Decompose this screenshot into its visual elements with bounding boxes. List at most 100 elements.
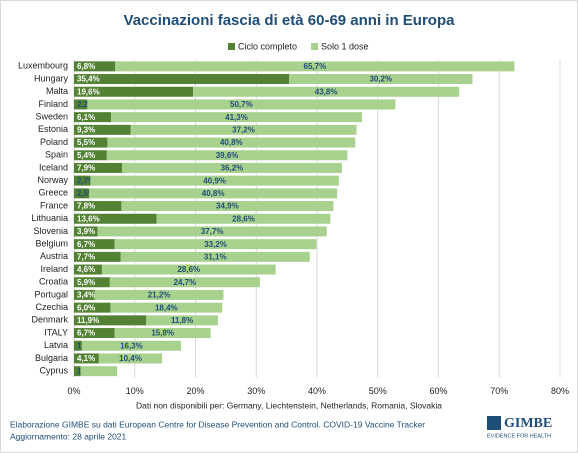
bar xyxy=(74,226,98,237)
value-label: 9,3% xyxy=(77,125,95,134)
bar xyxy=(193,86,460,97)
value-label: 37,7% xyxy=(201,227,224,236)
value-label: 16,3% xyxy=(120,341,143,350)
value-label: 24,7% xyxy=(174,278,197,287)
bar xyxy=(110,302,223,313)
value-label: 41,3% xyxy=(225,113,248,122)
bar xyxy=(107,137,356,148)
value-label: 30,2% xyxy=(369,75,392,84)
x-tick-label: 80% xyxy=(551,386,569,396)
bar xyxy=(111,112,362,123)
y-tick-label: Cyprus xyxy=(39,366,68,376)
value-label: 4,1% xyxy=(77,354,95,363)
value-label: 7,7% xyxy=(77,252,95,261)
y-tick-label: ITALY xyxy=(44,327,68,337)
value-label: 6,7% xyxy=(77,329,95,338)
bar xyxy=(90,175,339,186)
value-label: 6,8% xyxy=(77,62,95,71)
y-tick-label: Austria xyxy=(40,251,68,261)
x-tick-label: 40% xyxy=(308,386,326,396)
bar xyxy=(74,340,82,351)
value-label: 4,6% xyxy=(77,265,95,274)
y-tick-label: Luxembourg xyxy=(18,61,68,71)
y-tick-label: Bulgaria xyxy=(35,353,68,363)
bar xyxy=(74,137,108,148)
value-label: 34,9% xyxy=(216,202,239,211)
chart-title: Vaccinazioni fascia di età 60-69 anni in… xyxy=(124,12,456,29)
value-label: 28,6% xyxy=(177,265,200,274)
value-label: 40,8% xyxy=(202,189,225,198)
bar xyxy=(101,264,276,275)
bar xyxy=(74,251,121,262)
value-label: 15,8% xyxy=(151,329,174,338)
x-tick-label: 50% xyxy=(369,386,387,396)
x-tick-label: 10% xyxy=(126,386,144,396)
updated: Aggiornamento: 28 aprile 2021 xyxy=(10,431,127,441)
bar xyxy=(74,150,107,161)
value-label: 5,4% xyxy=(77,151,95,160)
value-label: 50,7% xyxy=(230,100,253,109)
bar xyxy=(130,124,357,135)
value-label: 5,5% xyxy=(77,138,95,147)
y-tick-label: Denmark xyxy=(31,315,68,325)
y-tick-label: Portugal xyxy=(34,289,68,299)
bar xyxy=(97,226,327,237)
bar xyxy=(74,99,88,110)
bar xyxy=(74,201,122,212)
bar xyxy=(120,251,310,262)
value-label: 33,2% xyxy=(204,240,227,249)
bar xyxy=(114,328,211,339)
y-tick-label: Croatia xyxy=(39,277,68,287)
x-tick-label: 30% xyxy=(247,386,265,396)
value-label: 11,9% xyxy=(77,316,99,325)
bar xyxy=(94,289,224,300)
value-label: 2,5% xyxy=(77,189,95,198)
y-tick-label: France xyxy=(40,200,68,210)
value-label: 40,8% xyxy=(220,138,243,147)
value-label: 13,6% xyxy=(77,214,100,223)
bar xyxy=(74,366,81,377)
bar xyxy=(74,188,90,199)
bar xyxy=(74,264,102,275)
y-tick-label: Czechia xyxy=(35,302,68,312)
bar xyxy=(114,239,317,250)
y-tick-label: Iceland xyxy=(39,162,68,172)
value-label: 11,8% xyxy=(171,316,193,325)
value-label: 19,6% xyxy=(77,87,100,96)
value-label: 65,7% xyxy=(304,62,327,71)
bar xyxy=(89,188,338,199)
x-tick-label: 0% xyxy=(67,386,80,396)
value-label: 2,7% xyxy=(77,176,95,185)
bar xyxy=(74,239,115,250)
value-label: 40,9% xyxy=(203,176,226,185)
value-label: 5,9% xyxy=(77,278,95,287)
bar xyxy=(109,277,260,288)
bar xyxy=(121,201,334,212)
source: Elaborazione GIMBE su dati European Cent… xyxy=(10,419,425,429)
value-label: 18,4% xyxy=(155,303,178,312)
legend-label: Solo 1 dose xyxy=(321,41,369,51)
bar xyxy=(121,162,342,173)
bar xyxy=(74,86,194,97)
y-tick-label: Spain xyxy=(45,150,68,160)
y-tick-label: Lithuania xyxy=(31,213,68,223)
bar xyxy=(74,302,111,313)
y-tick-label: Malta xyxy=(46,86,68,96)
bar xyxy=(74,74,290,85)
bar xyxy=(98,353,163,364)
y-tick-label: Greece xyxy=(38,188,68,198)
bar xyxy=(74,277,110,288)
x-tick-label: 20% xyxy=(186,386,204,396)
value-label: 28,6% xyxy=(232,214,255,223)
value-label: 43,8% xyxy=(315,87,338,96)
value-label: 7,8% xyxy=(77,202,95,211)
bar xyxy=(74,61,116,72)
bar xyxy=(74,289,95,300)
bar xyxy=(74,175,91,186)
bar xyxy=(81,340,181,351)
y-tick-label: Ireland xyxy=(40,264,68,274)
bar xyxy=(74,328,115,339)
bar xyxy=(74,315,147,326)
value-label: 21,2% xyxy=(148,291,171,300)
value-label: 31,1% xyxy=(204,252,227,261)
